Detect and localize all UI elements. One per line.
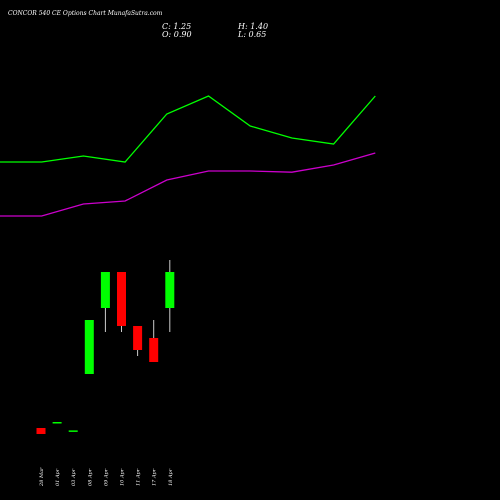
x-axis-ticks: 28 Mar 01 Apr 03 Apr 08 Apr 09 Apr 10 Apr 11 A… [39,467,174,487]
candle-body [165,272,175,308]
x-tick-label: 18 Apr [168,468,174,486]
x-tick-label: 08 Apr [87,468,93,486]
candle-body [52,422,62,424]
x-tick-label: 11 Apr [136,468,142,486]
x-tick-label: 28 Mar [39,467,45,487]
x-tick-label: 03 Apr [71,468,77,486]
x-tick-label: 10 Apr [120,468,126,486]
close-value: C: 1.25 [162,22,192,31]
candle-body [36,428,46,434]
x-tick-label: 01 Apr [55,468,61,486]
candles [36,260,175,434]
overlay-line-1 [0,95,376,163]
overlay-lines [0,95,376,217]
candle-body [133,326,143,350]
candle-body [68,430,78,432]
x-tick-label: 09 Apr [103,468,109,486]
low-value: L: 0.65 [238,30,267,39]
high-value: H: 1.40 [238,22,269,31]
chart-title: CONCOR 540 CE Options Chart MunafaSutra.… [8,10,163,17]
x-tick-label: 17 Apr [152,468,158,486]
overlay-line-2 [0,152,376,217]
open-value: O: 0.90 [162,30,192,39]
candle-body [100,272,110,308]
candle-body [84,320,94,374]
candle-body [117,272,126,326]
candle-body [149,338,159,362]
